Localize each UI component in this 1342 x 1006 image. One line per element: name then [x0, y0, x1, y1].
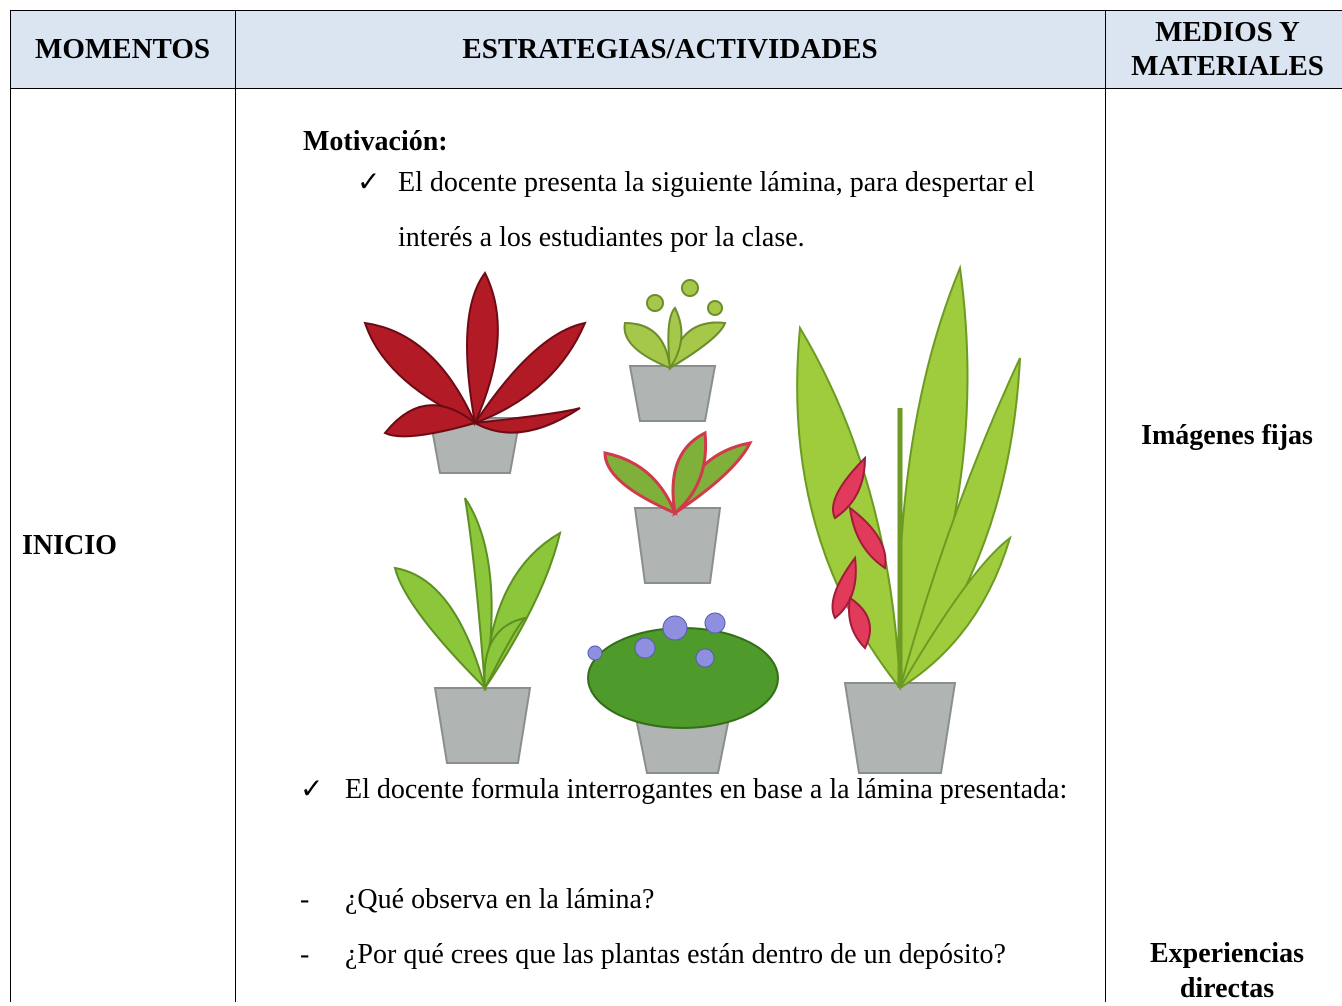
item-text: El docente formula interrogantes en base…	[345, 774, 1068, 805]
header-cell: MOMENTOS	[34, 33, 211, 65]
material: Imágenes fijas	[1141, 420, 1313, 451]
dash: -	[300, 884, 310, 915]
bullet: ✓	[357, 167, 381, 198]
header-background	[10, 10, 1342, 88]
moment: INICIO	[22, 530, 117, 561]
header-cell: ESTRATEGIAS/ACTIVIDADES	[462, 33, 878, 65]
border	[235, 10, 236, 1002]
item-text: El docente presenta la siguiente lámina,…	[398, 167, 1035, 253]
border	[10, 10, 1342, 11]
question: ¿Por qué crees que las plantas están den…	[345, 939, 1006, 970]
border	[10, 88, 1342, 89]
dash: -	[300, 939, 310, 970]
border	[1105, 10, 1106, 1002]
material: Experiencias directas	[1150, 938, 1304, 1004]
plants-illustration	[363, 264, 1021, 774]
question: ¿Qué observa en la lámina?	[345, 884, 655, 915]
header-cell: MEDIOS Y MATERIALES	[1131, 16, 1324, 82]
bullet: ✓	[300, 774, 324, 805]
heading: Motivación:	[303, 126, 448, 157]
border	[10, 10, 11, 1002]
